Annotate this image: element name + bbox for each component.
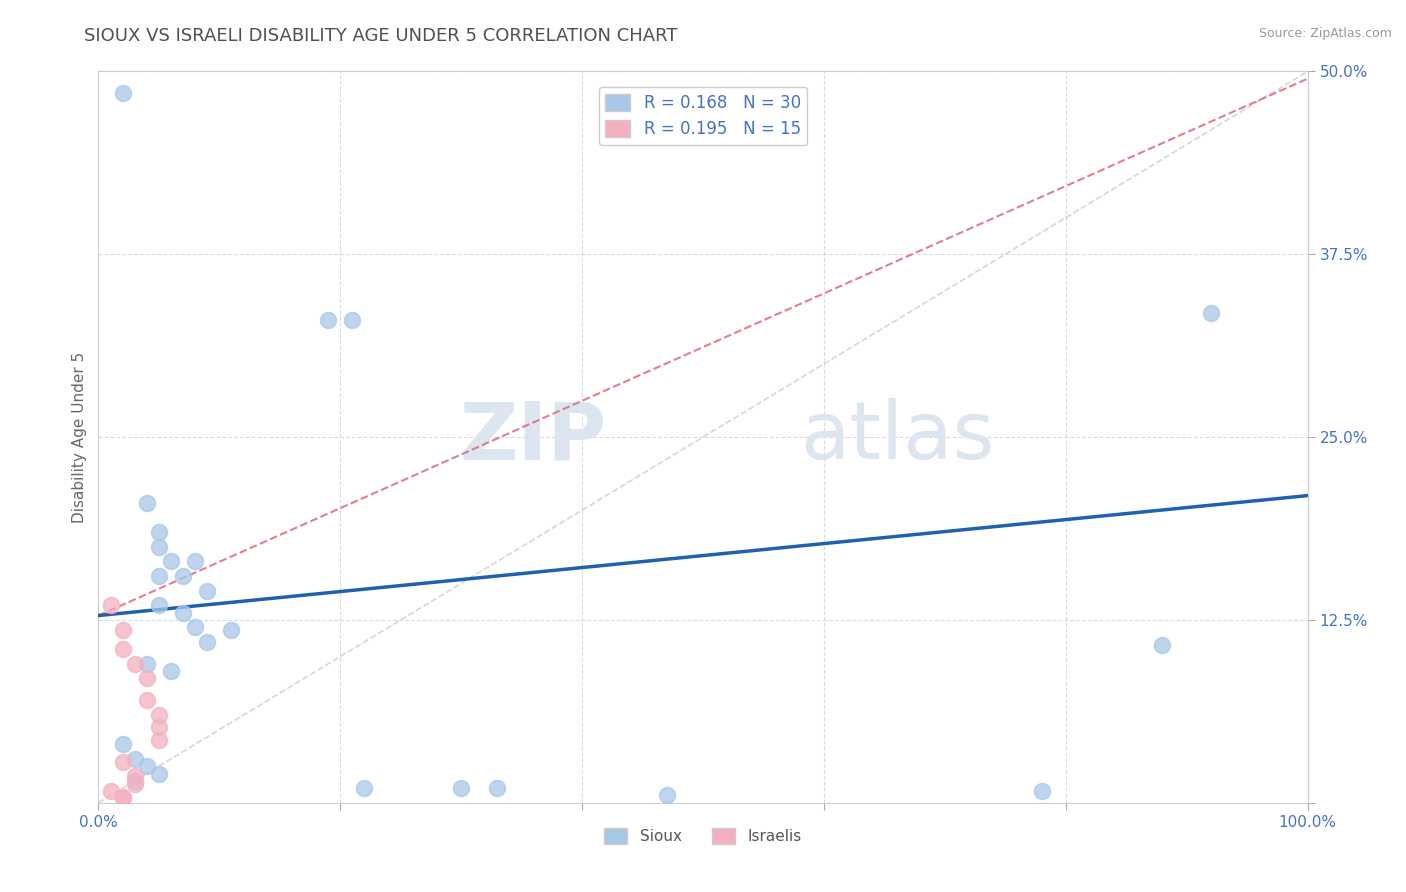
Point — [342, 313, 364, 327]
Point — [124, 773, 146, 788]
Point — [486, 781, 509, 796]
Point — [195, 635, 218, 649]
Point — [316, 313, 339, 327]
Point — [124, 752, 146, 766]
Point — [195, 583, 218, 598]
Text: atlas: atlas — [800, 398, 994, 476]
Point — [100, 599, 122, 613]
Point — [111, 791, 134, 805]
Text: Source: ZipAtlas.com: Source: ZipAtlas.com — [1258, 27, 1392, 40]
Point — [111, 642, 134, 657]
Point — [111, 755, 134, 769]
Point — [111, 737, 134, 751]
Point — [135, 759, 157, 773]
Text: ZIP: ZIP — [458, 398, 606, 476]
Point — [160, 554, 183, 568]
Point — [148, 732, 170, 747]
Point — [184, 620, 207, 634]
Point — [111, 789, 134, 804]
Point — [124, 777, 146, 791]
Point — [148, 766, 170, 780]
Point — [655, 789, 678, 803]
Point — [135, 693, 157, 707]
Point — [135, 496, 157, 510]
Point — [184, 554, 207, 568]
Point — [148, 720, 170, 734]
Point — [353, 781, 375, 796]
Point — [148, 569, 170, 583]
Point — [221, 623, 243, 637]
Point — [135, 657, 157, 671]
Point — [148, 599, 170, 613]
Point — [1152, 638, 1174, 652]
Point — [135, 672, 157, 686]
Text: SIOUX VS ISRAELI DISABILITY AGE UNDER 5 CORRELATION CHART: SIOUX VS ISRAELI DISABILITY AGE UNDER 5 … — [84, 27, 678, 45]
Point — [160, 664, 183, 678]
Point — [148, 525, 170, 540]
Y-axis label: Disability Age Under 5: Disability Age Under 5 — [72, 351, 87, 523]
Point — [111, 623, 134, 637]
Point — [124, 769, 146, 783]
Point — [148, 540, 170, 554]
Point — [1031, 784, 1053, 798]
Point — [111, 87, 134, 101]
Point — [450, 781, 472, 796]
Point — [172, 606, 194, 620]
Legend: Sioux, Israelis: Sioux, Israelis — [599, 822, 807, 850]
Point — [148, 708, 170, 723]
Point — [124, 657, 146, 671]
Point — [100, 784, 122, 798]
Point — [1199, 306, 1222, 320]
Point — [172, 569, 194, 583]
